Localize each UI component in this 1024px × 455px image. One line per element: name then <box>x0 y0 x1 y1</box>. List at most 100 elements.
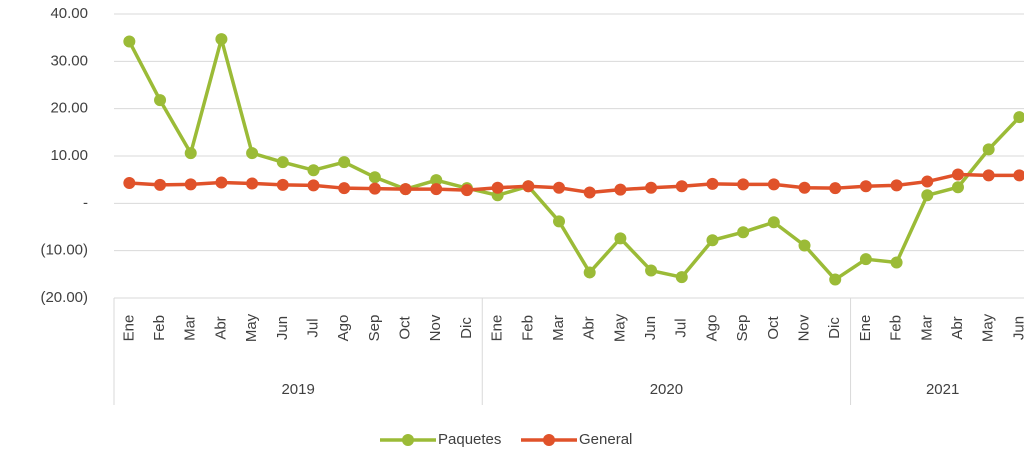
data-point <box>583 186 596 199</box>
series-line <box>129 172 1020 195</box>
data-point <box>553 215 566 228</box>
data-point <box>890 179 903 192</box>
data-point <box>921 189 934 202</box>
series-line <box>127 37 1021 282</box>
data-point <box>553 181 566 194</box>
data-point <box>614 232 627 245</box>
data-point <box>276 156 289 169</box>
data-point <box>829 182 842 195</box>
data-point <box>154 178 167 191</box>
x-tick-label: Ene <box>857 315 874 342</box>
legend-marker <box>543 434 555 446</box>
x-tick-label: Mar <box>550 315 567 341</box>
x-tick-label: Abr <box>581 316 598 339</box>
x-tick-label: Ago <box>703 315 720 342</box>
data-point <box>921 175 934 188</box>
x-tick-label: Sep <box>366 315 383 342</box>
data-point <box>399 183 412 196</box>
data-point <box>154 94 167 107</box>
y-tick-label: (10.00) <box>40 242 88 259</box>
y-tick-label: 30.00 <box>50 52 88 69</box>
x-tick-label: Jul <box>304 318 321 337</box>
data-point <box>215 33 228 46</box>
legend-label: General <box>579 431 632 448</box>
x-tick-label: Oct <box>765 316 782 340</box>
x-tick-label: Jul <box>673 318 690 337</box>
data-point <box>184 147 197 160</box>
data-point <box>767 178 780 191</box>
data-point <box>338 182 351 195</box>
data-point <box>706 177 719 190</box>
data-point <box>706 234 719 247</box>
data-point <box>982 143 995 156</box>
data-point <box>675 180 688 193</box>
x-tick-label: Feb <box>888 315 905 341</box>
x-tick-label: Ene <box>489 315 506 342</box>
data-point <box>276 178 289 191</box>
data-point <box>798 181 811 194</box>
data-point <box>460 184 473 197</box>
x-tick-label: Sep <box>734 315 751 342</box>
data-point <box>522 180 535 193</box>
data-point <box>798 239 811 252</box>
data-point <box>583 266 596 279</box>
x-tick-label: Nov <box>795 314 812 341</box>
data-point <box>737 178 750 191</box>
data-point <box>829 273 842 286</box>
x-tick-label: Jun <box>274 316 291 340</box>
data-point <box>859 180 872 193</box>
x-tick-label: Ago <box>335 315 352 342</box>
data-point <box>859 253 872 266</box>
data-point <box>368 171 381 184</box>
y-tick-label: (20.00) <box>40 289 88 306</box>
data-point <box>123 35 136 48</box>
y-tick-label: - <box>83 194 88 211</box>
data-point <box>491 181 504 194</box>
x-tick-label: Abr <box>949 316 966 339</box>
x-tick-label: Feb <box>151 315 168 341</box>
data-point <box>430 183 443 196</box>
data-point <box>123 176 136 189</box>
data-point <box>737 226 750 239</box>
data-point <box>430 174 443 187</box>
data-point <box>307 164 320 177</box>
group-label: 2020 <box>650 381 683 398</box>
data-point <box>890 256 903 269</box>
x-tick-label: Jun <box>642 316 659 340</box>
data-point <box>307 179 320 192</box>
data-point <box>675 271 688 284</box>
data-point <box>645 181 658 194</box>
data-point <box>767 216 780 229</box>
data-point <box>246 177 259 190</box>
y-tick-label: 40.00 <box>50 5 88 22</box>
data-point <box>338 156 351 169</box>
data-point <box>215 176 228 189</box>
x-tick-label: Ene <box>120 315 137 342</box>
data-point <box>951 168 964 181</box>
x-tick-label: Abr <box>212 316 229 339</box>
x-tick-label: May <box>611 313 628 342</box>
x-tick-label: Feb <box>519 315 536 341</box>
x-tick-label: Oct <box>397 316 414 340</box>
x-tick-label: Mar <box>918 315 935 341</box>
data-point <box>951 181 964 194</box>
data-point <box>246 147 259 160</box>
data-point <box>614 183 627 196</box>
legend-label: Paquetes <box>438 431 501 448</box>
y-tick-label: 10.00 <box>50 147 88 164</box>
x-tick-label: Nov <box>427 314 444 341</box>
data-point <box>645 264 658 277</box>
y-tick-label: 20.00 <box>50 100 88 117</box>
data-point <box>1013 169 1024 182</box>
data-point <box>368 182 381 195</box>
group-label: 2021 <box>926 381 959 398</box>
x-tick-label: May <box>980 313 997 342</box>
legend-marker <box>402 434 414 446</box>
x-tick-label: Mar <box>182 315 199 341</box>
group-label: 2019 <box>281 381 314 398</box>
data-point <box>184 178 197 191</box>
x-tick-label: Jun <box>1010 316 1024 340</box>
x-tick-label: Dic <box>458 317 475 339</box>
data-point <box>982 169 995 182</box>
